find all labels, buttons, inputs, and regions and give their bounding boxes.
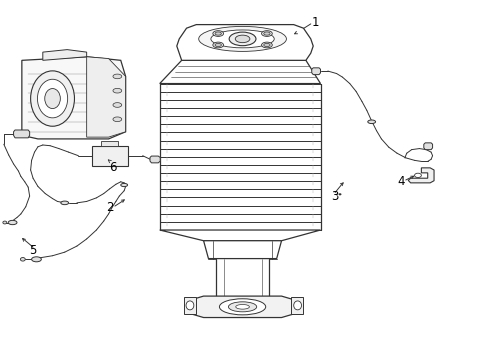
Bar: [101, 141, 118, 146]
Polygon shape: [14, 130, 30, 138]
Ellipse shape: [213, 42, 223, 48]
Polygon shape: [312, 68, 320, 75]
Polygon shape: [22, 57, 125, 139]
Polygon shape: [43, 50, 87, 60]
Ellipse shape: [213, 31, 223, 36]
Polygon shape: [160, 230, 320, 241]
Ellipse shape: [186, 301, 194, 310]
Polygon shape: [408, 168, 434, 183]
Ellipse shape: [339, 193, 342, 195]
Bar: [291, 297, 303, 314]
Polygon shape: [192, 296, 294, 318]
Ellipse shape: [264, 43, 270, 46]
Ellipse shape: [294, 301, 301, 310]
Ellipse shape: [236, 305, 249, 309]
Ellipse shape: [368, 120, 375, 123]
Ellipse shape: [37, 79, 68, 118]
Text: 5: 5: [29, 244, 37, 257]
Ellipse shape: [113, 103, 122, 107]
Bar: [184, 297, 196, 314]
Ellipse shape: [121, 183, 127, 186]
Ellipse shape: [220, 299, 266, 315]
Ellipse shape: [215, 32, 221, 35]
Ellipse shape: [45, 89, 60, 109]
Text: 2: 2: [106, 201, 113, 214]
Ellipse shape: [30, 71, 74, 126]
Ellipse shape: [199, 26, 287, 51]
Ellipse shape: [415, 173, 421, 177]
Text: 4: 4: [397, 175, 405, 188]
Ellipse shape: [113, 88, 122, 93]
Ellipse shape: [31, 257, 41, 262]
Polygon shape: [203, 241, 282, 258]
Text: 6: 6: [109, 161, 116, 174]
Ellipse shape: [21, 257, 25, 261]
Ellipse shape: [235, 35, 250, 42]
Text: 1: 1: [312, 16, 319, 29]
Ellipse shape: [113, 117, 122, 122]
Polygon shape: [150, 156, 160, 163]
Ellipse shape: [262, 31, 272, 36]
Ellipse shape: [262, 42, 272, 48]
Polygon shape: [177, 24, 313, 60]
Ellipse shape: [3, 221, 7, 224]
Bar: [92, 146, 128, 166]
Text: 3: 3: [331, 190, 339, 203]
Ellipse shape: [228, 302, 257, 312]
Ellipse shape: [61, 201, 69, 204]
Polygon shape: [87, 57, 125, 137]
Ellipse shape: [215, 43, 221, 46]
Ellipse shape: [229, 32, 256, 46]
Polygon shape: [424, 143, 433, 150]
Ellipse shape: [264, 32, 270, 35]
Ellipse shape: [211, 30, 274, 48]
Ellipse shape: [113, 74, 122, 79]
Bar: [160, 84, 320, 230]
Ellipse shape: [8, 220, 17, 225]
Polygon shape: [160, 60, 320, 84]
